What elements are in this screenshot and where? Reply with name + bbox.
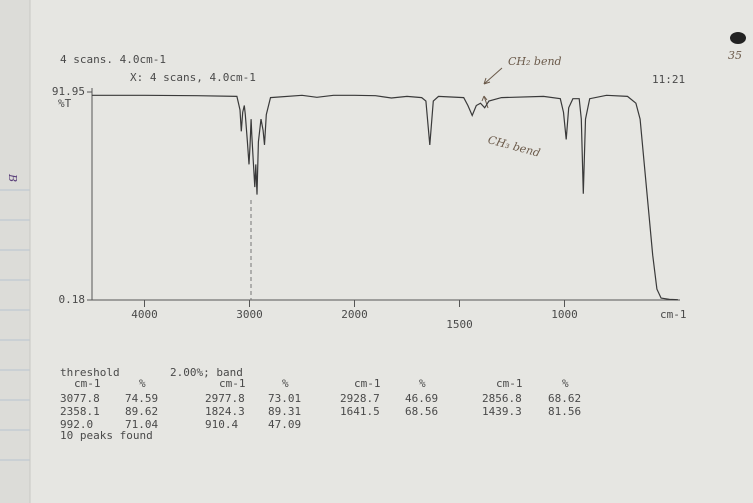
x-axis-label: cm-1 (660, 308, 687, 321)
table-header: cm-1 (219, 377, 246, 390)
table-cell: 1824.3 (205, 405, 245, 418)
table-header: % (282, 377, 289, 390)
table-cell: 46.69 (405, 392, 438, 405)
table-cell: 81.56 (548, 405, 581, 418)
table-cell: 1641.5 (340, 405, 380, 418)
x-tick-label: 2000 (341, 308, 368, 321)
y-tick-label: 0.18 (59, 293, 86, 306)
y-tick-label: 91.95 (52, 85, 85, 98)
table-header: cm-1 (354, 377, 381, 390)
annotation: 35 (728, 49, 742, 62)
annotation-arrow (483, 67, 503, 85)
annotation-arrow (481, 95, 489, 109)
table-cell: 2928.7 (340, 392, 380, 405)
time: 11:21 (652, 73, 685, 86)
y-axis-label: %T (58, 97, 72, 110)
x-tick-label: 3000 (236, 308, 263, 321)
table-cell: 71.04 (125, 418, 158, 431)
table-cell: 73.01 (268, 392, 301, 405)
table-header: % (139, 377, 146, 390)
annotation: B (6, 173, 19, 182)
x-tick-label: 1500 (446, 318, 473, 331)
table-header: % (419, 377, 426, 390)
table-cell: 3077.8 (60, 392, 100, 405)
table-header: % (562, 377, 569, 390)
header: 4 scans. 4.0cm-1 (60, 53, 166, 66)
table-cell: 2856.8 (482, 392, 522, 405)
table-cell: 992.0 (60, 418, 93, 431)
table-header: cm-1 (74, 377, 101, 390)
table-cell: 68.56 (405, 405, 438, 418)
x-tick-label: 4000 (131, 308, 158, 321)
peak-table: threshold 2.00%; band 10 peaks found (60, 366, 243, 442)
subheader: X: 4 scans, 4.0cm-1 (130, 71, 256, 84)
ink-blot (730, 32, 746, 44)
annotation: CH₂ bend (508, 55, 562, 68)
table-cell: 74.59 (125, 392, 158, 405)
table-cell: 47.09 (268, 418, 301, 431)
table-cell: 2977.8 (205, 392, 245, 405)
spectrum-line (92, 94, 678, 301)
table-cell: 2358.1 (60, 405, 100, 418)
table-header: cm-1 (496, 377, 523, 390)
notebook-margin (0, 0, 30, 503)
x-tick-label: 1000 (551, 308, 578, 321)
table-cell: 89.62 (125, 405, 158, 418)
table-title: threshold (60, 366, 120, 379)
table-cell: 910.4 (205, 418, 238, 431)
table-cell: 68.62 (548, 392, 581, 405)
table-footer: 10 peaks found (60, 429, 153, 442)
notebook-lines (0, 189, 30, 461)
table-setting: 2.00%; band (170, 366, 243, 379)
table-cell: 1439.3 (482, 405, 522, 418)
table-cell: 89.31 (268, 405, 301, 418)
